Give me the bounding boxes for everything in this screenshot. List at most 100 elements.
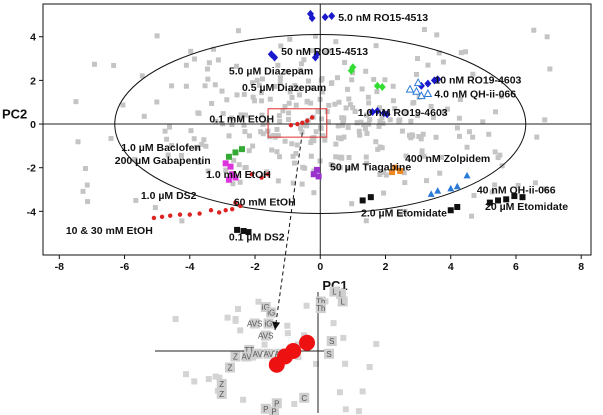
background-point	[272, 83, 278, 89]
background-point	[346, 165, 352, 171]
plot-border	[42, 3, 592, 256]
background-point	[428, 103, 434, 109]
background-point	[250, 94, 256, 100]
background-point	[480, 119, 486, 125]
background-point	[242, 129, 248, 135]
annotation-label: 400 nM Zolpidem	[405, 153, 490, 165]
annotation-label: 1.0 nM RO19-4603	[358, 107, 448, 119]
background-point	[211, 46, 217, 52]
inset-labeled-point	[225, 362, 235, 373]
series-0-point	[271, 53, 279, 62]
series-0-point	[424, 79, 432, 88]
background-point	[334, 75, 340, 81]
background-point	[357, 132, 363, 138]
series-7-point	[397, 167, 404, 174]
inset-labeled-point	[269, 406, 279, 415]
x-tick-label: -2	[250, 261, 259, 273]
background-point	[289, 94, 295, 100]
background-point	[346, 96, 352, 102]
background-point	[365, 94, 371, 100]
background-point	[418, 136, 424, 142]
background-point	[278, 43, 284, 49]
inset-point-label: P	[274, 399, 279, 408]
background-point	[258, 129, 264, 135]
series-5-point	[225, 176, 232, 183]
inset-point-label: Z	[228, 364, 233, 373]
background-point	[456, 133, 462, 139]
background-point	[358, 119, 364, 125]
inset-labeled-point	[336, 288, 347, 299]
series-8-point	[208, 208, 214, 213]
background-point	[265, 128, 271, 134]
background-point	[470, 71, 476, 77]
series-3-point	[373, 81, 381, 90]
inset-labeled-point	[249, 318, 260, 329]
inset-labeled-point	[315, 303, 326, 314]
annotation-label: 0.1 mM EtOH	[209, 114, 274, 126]
series-5-point	[222, 160, 229, 167]
background-point	[206, 60, 212, 66]
background-point	[332, 101, 338, 107]
inset-labeled-point	[260, 330, 271, 341]
series-4-point	[225, 153, 232, 160]
inset-red-point	[299, 334, 315, 351]
background-point	[436, 50, 442, 56]
series-5-point	[227, 163, 234, 170]
background-point	[276, 113, 282, 119]
background-point	[301, 57, 307, 63]
background-point	[277, 79, 283, 85]
background-point	[493, 109, 499, 115]
series-8-point	[168, 213, 173, 218]
background-point	[252, 98, 258, 104]
series-8-point	[216, 210, 222, 215]
background-point	[237, 179, 243, 185]
y-tick-label: -4	[27, 206, 36, 218]
background-point	[277, 118, 283, 124]
background-point	[341, 134, 347, 140]
series-1-point	[423, 88, 433, 97]
x-tick-label: -6	[120, 261, 129, 273]
background-point	[323, 49, 329, 55]
background-point	[325, 119, 331, 125]
series-1-point	[413, 78, 423, 87]
background-point	[387, 117, 393, 123]
background-point	[188, 48, 194, 54]
background-point	[308, 100, 314, 106]
annotation-label: 50 µM Tiagabine	[330, 162, 411, 174]
series-8-point	[288, 122, 294, 128]
background-point	[363, 68, 369, 74]
annotation-label: 1.0 µM Baclofen	[121, 142, 201, 154]
background-point	[139, 73, 145, 79]
inset-labeled-point	[216, 388, 227, 399]
inset-background-point	[342, 360, 349, 367]
background-point	[379, 115, 385, 121]
series-8-point	[229, 206, 235, 212]
background-point	[111, 62, 117, 68]
background-point	[294, 142, 300, 148]
background-point	[440, 59, 446, 65]
y-tick-label: 4	[30, 32, 36, 44]
background-point	[320, 133, 326, 139]
background-point	[290, 180, 296, 186]
background-point	[356, 128, 362, 134]
inset-background-point	[303, 302, 310, 309]
annotation-label: 4.0 nM QH-ii-066	[434, 88, 516, 100]
background-point	[337, 165, 343, 171]
background-point	[204, 66, 210, 72]
background-point	[286, 110, 292, 116]
background-point	[489, 189, 495, 195]
inset-background-point	[183, 371, 190, 378]
inset-labeled-point	[244, 344, 255, 355]
background-point	[371, 76, 377, 82]
background-point	[392, 106, 398, 112]
highlight-box	[267, 108, 328, 138]
annotation-label: 1.0 mM EtOH	[206, 169, 271, 181]
background-point	[439, 154, 445, 160]
series-4-point	[238, 146, 245, 153]
background-point	[333, 154, 339, 160]
background-point	[464, 144, 470, 150]
series-7-point	[392, 164, 399, 171]
background-point	[250, 143, 256, 149]
background-point	[352, 108, 358, 114]
x-tick-label: 4	[448, 261, 454, 273]
